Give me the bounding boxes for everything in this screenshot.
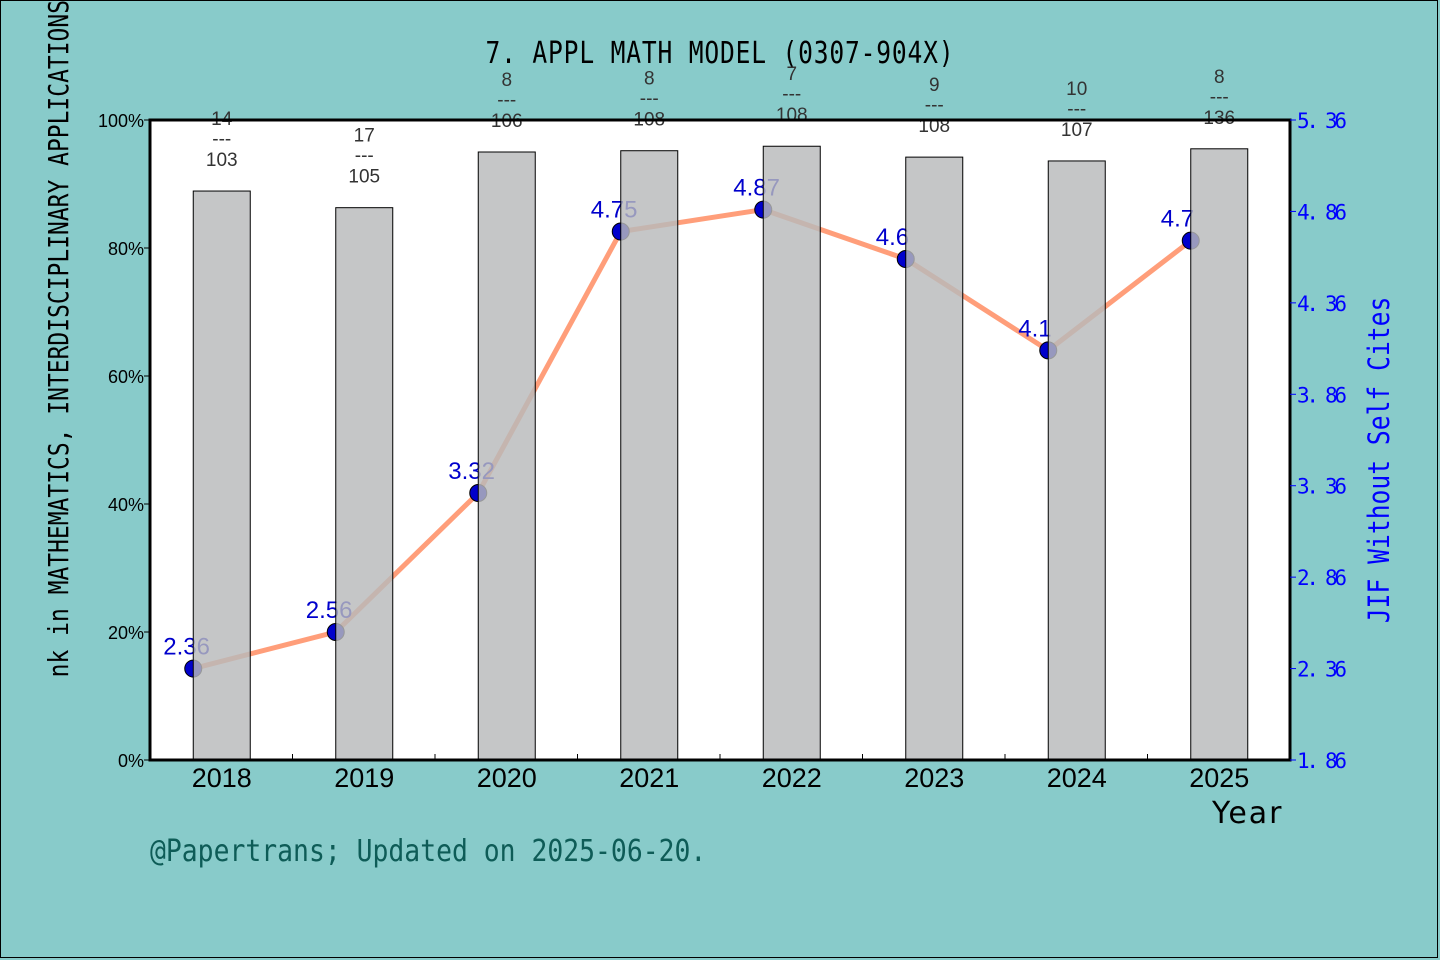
rank-divider: --- xyxy=(640,89,659,110)
rank-label: 8 xyxy=(501,70,512,91)
rank-bar xyxy=(335,207,394,761)
rank-label: 7 xyxy=(786,64,797,85)
left-tick-label: 80% xyxy=(108,239,144,259)
x-tick-label: 2021 xyxy=(619,763,679,793)
rank-bar xyxy=(477,151,536,761)
x-axis-label: Year xyxy=(1212,796,1284,831)
chart-title: 7. APPL MATH MODEL (0307-904X) xyxy=(485,36,955,71)
rank-divider: --- xyxy=(925,95,944,116)
rank-label: 10 xyxy=(1066,79,1087,100)
rank-total: 136 xyxy=(1203,108,1235,129)
right-tick-label: 4. 36 xyxy=(1297,292,1347,316)
right-tick-label: 4. 86 xyxy=(1297,200,1347,224)
footer-credit: @Papertrans; Updated on 2025-06-20. xyxy=(150,834,707,869)
rank-divider: --- xyxy=(1210,87,1229,108)
rank-total: 103 xyxy=(206,150,238,171)
left-tick-label: 0% xyxy=(118,751,144,771)
rank-label: 8 xyxy=(1214,67,1225,88)
rank-divider: --- xyxy=(497,90,516,111)
rank-bar xyxy=(762,145,821,761)
x-tick-label: 2024 xyxy=(1047,763,1107,793)
rank-divider: --- xyxy=(782,84,801,105)
jif-value-label: 4.1 xyxy=(1018,315,1051,342)
rank-bar xyxy=(1047,160,1106,761)
rank-label: 17 xyxy=(354,126,375,147)
x-tick-label: 2020 xyxy=(477,763,537,793)
left-tick-label: 100% xyxy=(98,111,144,131)
right-tick-label: 2. 86 xyxy=(1297,566,1347,590)
rank-bar xyxy=(192,190,251,761)
rank-total: 108 xyxy=(776,105,808,126)
right-tick-label: 2. 36 xyxy=(1297,658,1347,682)
right-tick-label: 5. 36 xyxy=(1297,109,1347,133)
rank-divider: --- xyxy=(355,146,374,167)
left-tick-label: 60% xyxy=(108,367,144,387)
left-tick-label: 20% xyxy=(108,623,144,643)
x-tick-label: 2025 xyxy=(1189,763,1249,793)
jif-value-label: 4.7 xyxy=(1161,206,1194,233)
rank-bar xyxy=(1190,148,1249,761)
x-tick-label: 2018 xyxy=(192,763,252,793)
left-tick-label: 40% xyxy=(108,495,144,515)
rank-divider: --- xyxy=(212,129,231,150)
rank-total: 105 xyxy=(348,167,380,188)
right-tick-label: 3. 86 xyxy=(1297,383,1347,407)
rank-label: 9 xyxy=(929,75,940,96)
right-tick-label: 1. 86 xyxy=(1297,749,1347,773)
x-tick-label: 2023 xyxy=(904,763,964,793)
x-tick-label: 2019 xyxy=(334,763,394,793)
rank-total: 107 xyxy=(1061,120,1093,141)
x-tick-label: 2022 xyxy=(762,763,822,793)
rank-divider: --- xyxy=(1067,99,1086,120)
right-tick-label: 3. 36 xyxy=(1297,475,1347,499)
jif-value-label: 4.6 xyxy=(876,224,909,251)
rank-bar xyxy=(620,150,679,761)
rank-label: 8 xyxy=(644,69,655,90)
rank-bar xyxy=(905,156,964,761)
